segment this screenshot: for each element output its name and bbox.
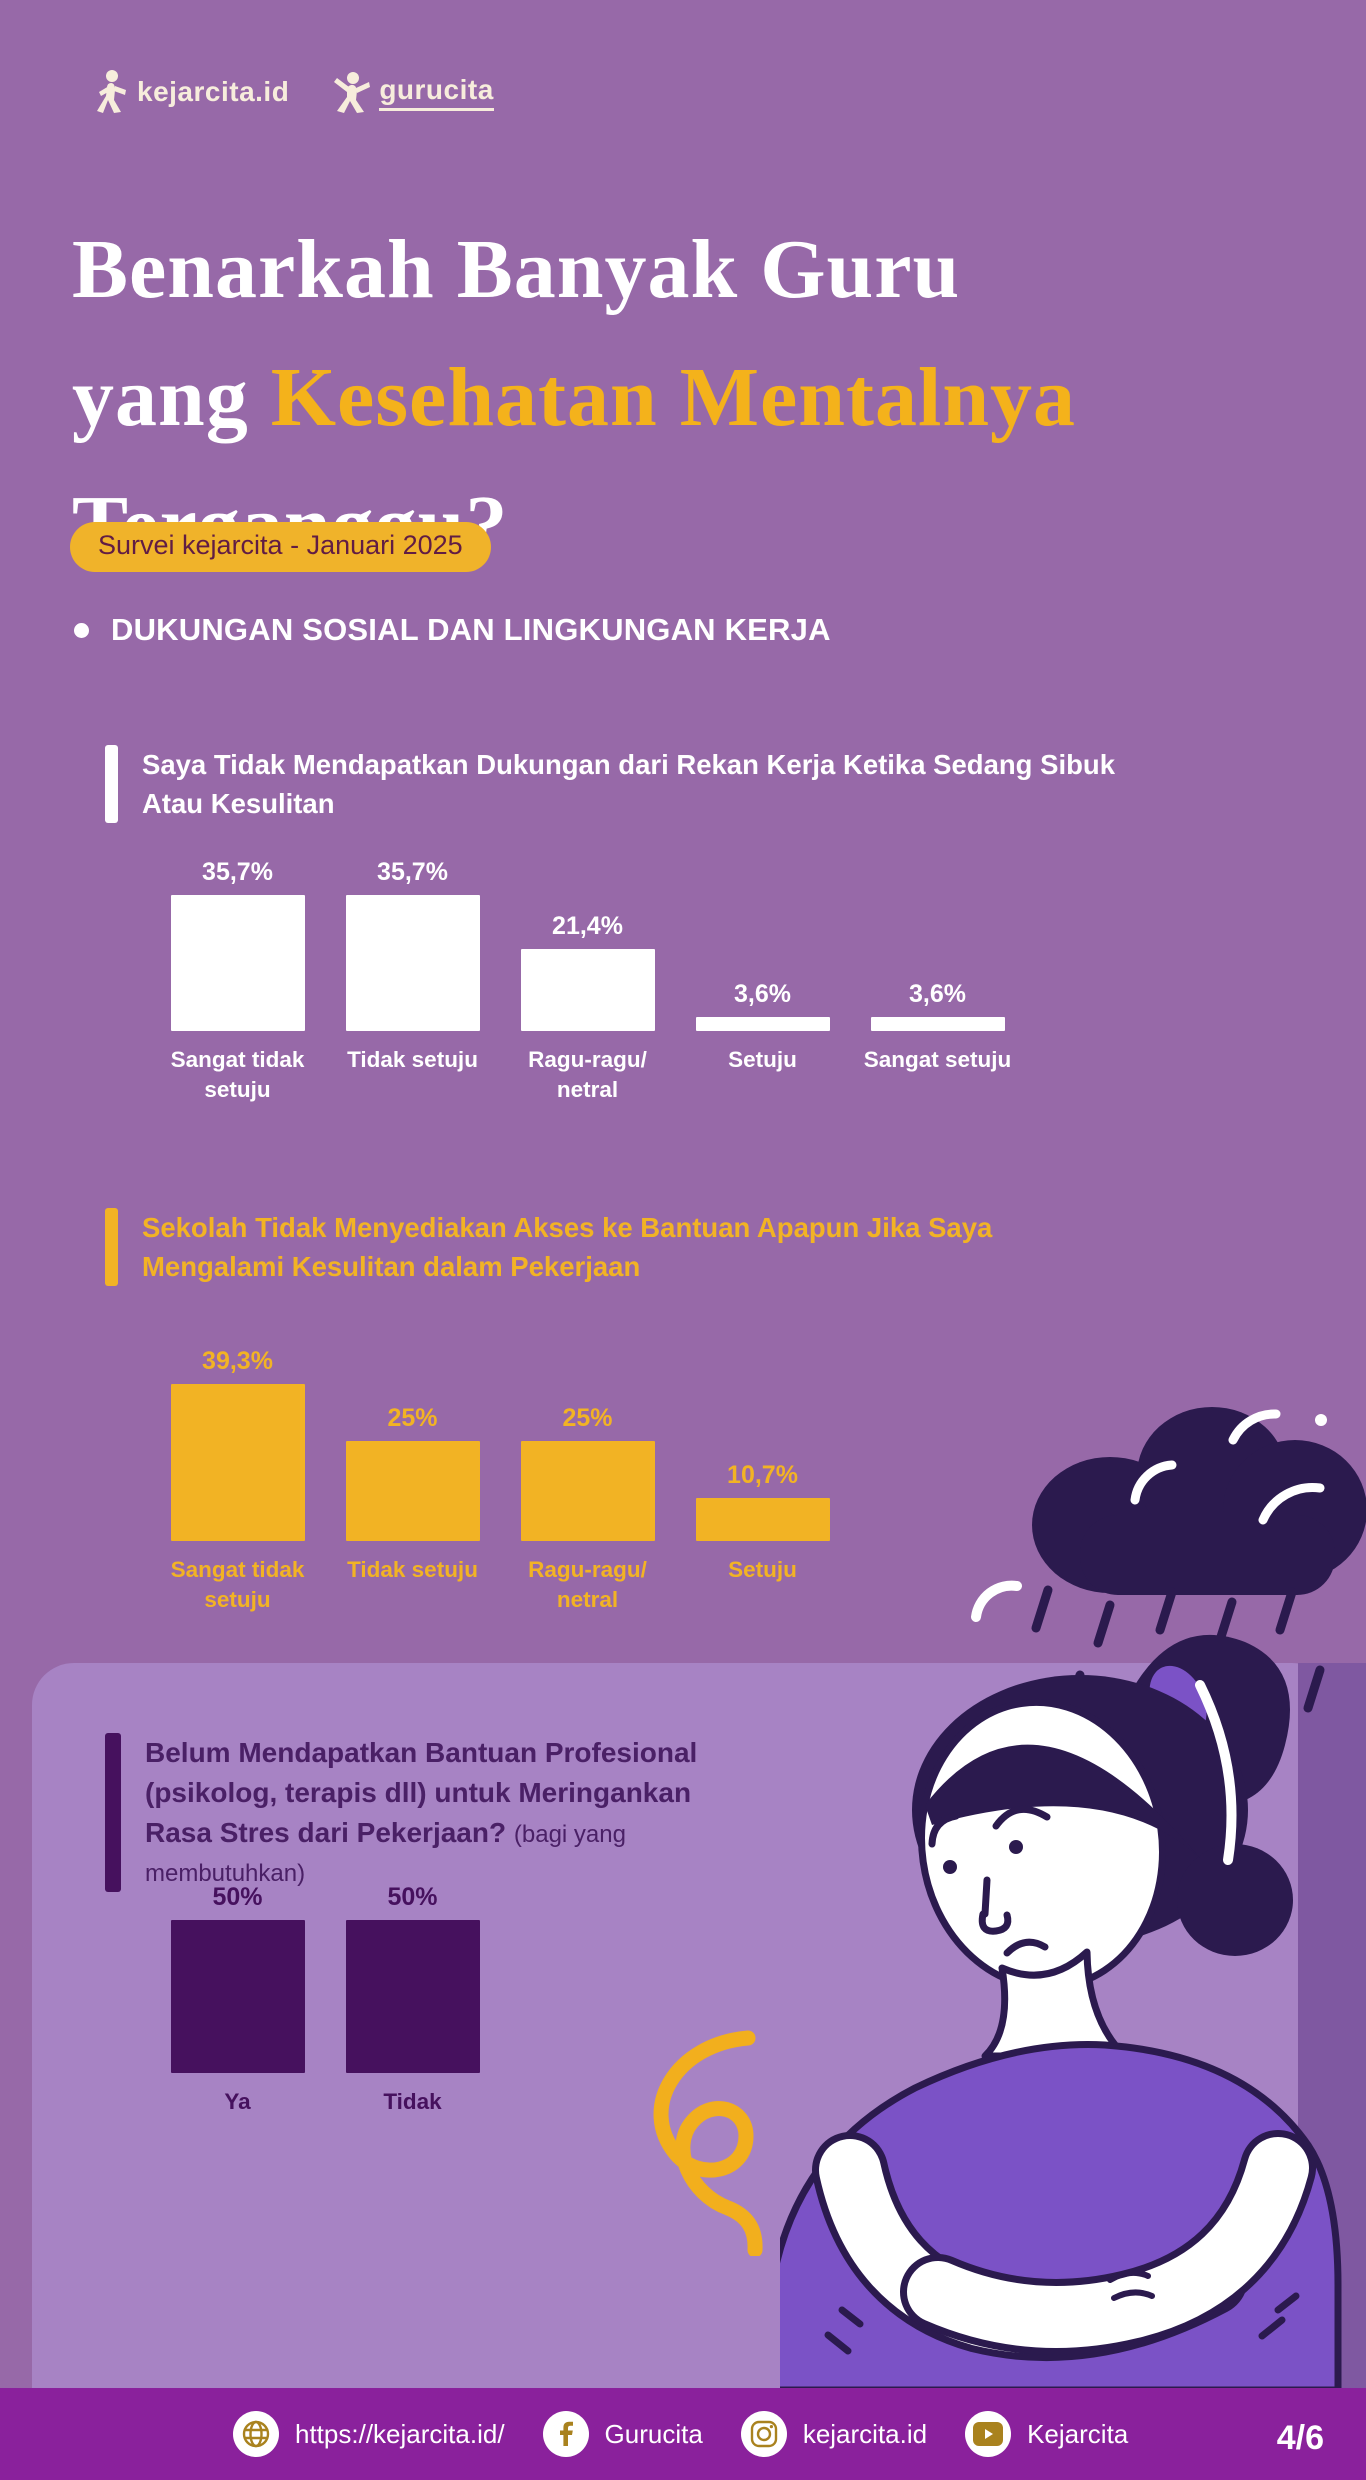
chart-title: Sekolah Tidak Menyediakan Akses ke Bantu… <box>142 1212 993 1283</box>
header: kejarcita.id gurucita <box>95 70 494 114</box>
chart-subtitle: (bagi yang membutuhkan) <box>145 1820 626 1888</box>
chart-no-school-access-to-help: Sekolah Tidak Menyediakan Akses ke Bantu… <box>105 1208 1082 1287</box>
bar-category-label: Setuju <box>728 1557 797 1582</box>
section-heading: DUKUNGAN SOSIAL DAN LINGKUNGAN KERJA <box>74 612 831 648</box>
kejarcita-person-icon <box>95 70 129 114</box>
chart-title: Saya Tidak Mendapatkan Dukungan dari Rek… <box>142 749 1115 820</box>
footer-link-label: Kejarcita <box>1027 2418 1129 2449</box>
footer-link-kejarcita[interactable]: Kejarcita <box>965 2411 1128 2457</box>
title-line-2: yang <box>72 351 271 445</box>
bar-column: 39,3% Sangat tidak setuju <box>150 1336 325 1616</box>
bar-chart-no-peer-support: 35,7% Sangat tidak setuju 35,7% Tidak setuj… <box>150 856 1025 1106</box>
bar-chart-no-professional-help: 50% Ya 50% Tidak <box>150 1873 500 2117</box>
bar-category-label: Ragu-ragu/ netral <box>528 1557 647 1613</box>
bar <box>695 1017 830 1031</box>
bar-category-label: Sangat setuju <box>863 1047 1012 1072</box>
globe-icon <box>233 2411 279 2457</box>
bar <box>520 949 655 1031</box>
bar-value-label: 39,3% <box>202 1347 273 1375</box>
crossed-arms <box>812 2130 1316 2361</box>
bar-chart-no-school-access: 39,3% Sangat tidak setuju 25% Tidak setuju 2… <box>150 1336 850 1616</box>
bar-category-label: Sangat tidak setuju <box>170 1047 305 1103</box>
title-highlight: Kesehatan Mentalnya <box>270 351 1077 445</box>
kejarcita-logo: kejarcita.id <box>95 70 289 114</box>
footer-link-https-kejarcita-id-[interactable]: https://kejarcita.id/ <box>233 2411 505 2457</box>
bar-value-label: 25% <box>562 1404 613 1432</box>
bar-column: 25% Ragu-ragu/ netral <box>500 1336 675 1616</box>
instagram-icon <box>740 2411 787 2457</box>
bullet-icon <box>74 622 89 638</box>
page-number: 4/6 <box>1276 2419 1324 2457</box>
chart-no-peer-support: Saya Tidak Mendapatkan Dukungan dari Rek… <box>105 745 1132 824</box>
footer-link-label: Gurucita <box>604 2418 703 2449</box>
fringe <box>925 1744 1200 1858</box>
gurucita-logo-text: gurucita <box>379 74 494 111</box>
bar <box>345 1920 480 2073</box>
bar-category-label: Tidak <box>383 2089 442 2114</box>
neck <box>981 1948 1129 2060</box>
kejarcita-logo-text: kejarcita.id <box>137 76 290 107</box>
worried-face-features <box>928 1805 1051 1957</box>
footer-link-label: kejarcita.id <box>802 2418 928 2449</box>
footer: https://kejarcita.id/Gurucita kejarcita.i… <box>0 2388 1366 2480</box>
bar-column: 35,7% Sangat tidak setuju <box>150 856 325 1106</box>
chart-title: Belum Mendapatkan Bantuan Profesional (p… <box>145 1737 698 1888</box>
bar-category-label: Tidak setuju <box>347 1047 478 1072</box>
bar-value-label: 3,6% <box>909 980 966 1008</box>
chart-no-professional-help: Belum Mendapatkan Bantuan Profesional (p… <box>105 1733 755 1892</box>
heading-tick <box>105 745 118 824</box>
bar-category-label: Sangat tidak setuju <box>170 1557 305 1613</box>
bar-value-label: 25% <box>387 1404 438 1432</box>
bar-value-label: 10,7% <box>727 1461 798 1489</box>
bar-column: 21,4% Ragu-ragu/ netral <box>500 856 675 1106</box>
bar <box>870 1017 1005 1031</box>
section-heading-label: DUKUNGAN SOSIAL DAN LINGKUNGAN KERJA <box>111 612 831 647</box>
bar-category-label: Tidak setuju <box>347 1557 478 1582</box>
bar <box>695 1498 830 1541</box>
bar <box>345 1441 480 1541</box>
footer-link-kejarcita-id[interactable]: kejarcita.id <box>740 2411 928 2457</box>
rain-cloud-icon <box>1032 1407 1366 1595</box>
bar-category-label: Setuju <box>728 1047 797 1072</box>
bar <box>345 895 480 1031</box>
bar-column: 3,6% Sangat setuju <box>850 856 1025 1106</box>
footer-link-label: https://kejarcita.id/ <box>295 2418 505 2449</box>
bar-value-label: 3,6% <box>734 980 791 1008</box>
footer-link-gurucita[interactable]: Gurucita <box>542 2411 703 2457</box>
stressed-teacher-illustration <box>768 1380 1366 2395</box>
bar <box>170 1920 305 2073</box>
bar-value-label: 50% <box>212 1883 263 1911</box>
bar-value-label: 35,7% <box>202 858 273 886</box>
bar-value-label: 35,7% <box>377 858 448 886</box>
bar-column: 25% Tidak setuju <box>325 1336 500 1616</box>
gurucita-person-icon <box>331 70 371 114</box>
bar-value-label: 21,4% <box>552 912 623 940</box>
youtube-icon <box>965 2411 1012 2457</box>
bar-column: 50% Ya <box>150 1873 325 2117</box>
survey-date-badge: Survei kejarcita - Januari 2025 <box>70 522 491 572</box>
bar <box>170 1384 305 1541</box>
motion-dashes <box>824 2292 1300 2355</box>
bar-column: 10,7% Setuju <box>675 1336 850 1616</box>
gurucita-logo: gurucita <box>331 70 494 114</box>
bar-category-label: Ya <box>224 2089 251 2114</box>
title-line-1: Benarkah Banyak Guru <box>72 223 961 317</box>
heading-tick <box>105 1208 118 1287</box>
bar-value-label: 50% <box>387 1883 438 1911</box>
bar <box>170 895 305 1031</box>
bar-column: 50% Tidak <box>325 1873 500 2117</box>
facebook-icon <box>542 2411 589 2457</box>
squiggle-decoration <box>598 2026 768 2261</box>
bar-column: 3,6% Setuju <box>675 856 850 1106</box>
heading-tick <box>105 1733 121 1892</box>
bar-column: 35,7% Tidak setuju <box>325 856 500 1106</box>
bar-category-label: Ragu-ragu/ netral <box>528 1047 647 1103</box>
accent-arc <box>971 1580 1022 1622</box>
bar <box>520 1441 655 1541</box>
